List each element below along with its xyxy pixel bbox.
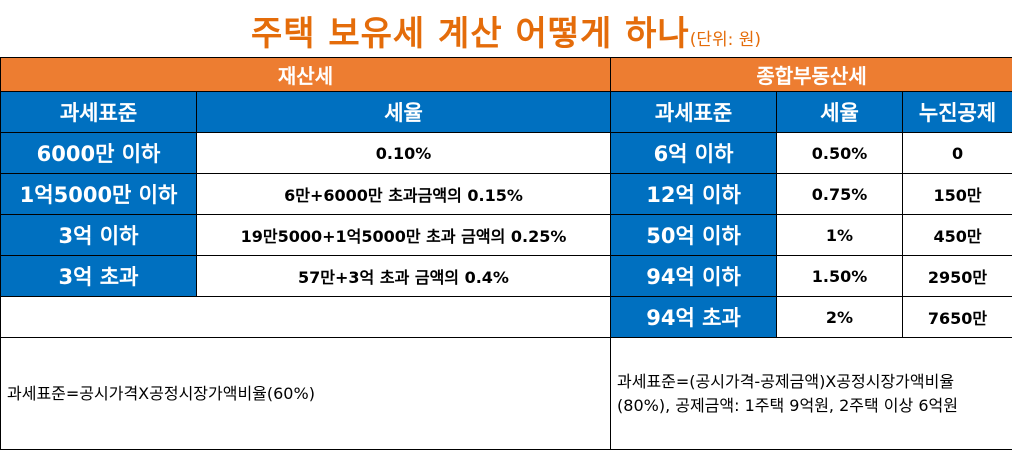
property-base-cell: 6000만 이하 xyxy=(1,133,197,174)
comprehensive-base-cell: 94억 이하 xyxy=(611,256,777,297)
comprehensive-tax-header: 종합부동산세 xyxy=(611,58,1012,92)
comprehensive-rate-cell: 2% xyxy=(777,297,903,338)
property-tax-note: 과세표준=공시가격X공정시장가액비율(60%) xyxy=(1,338,611,450)
comprehensive-rate-cell: 1.50% xyxy=(777,256,903,297)
property-base-cell: 3억 초과 xyxy=(1,256,197,297)
table-row: 94억 초과 2% 7650만 xyxy=(1,297,1012,338)
table-row: 3억 초과 57만+3억 초과 금액의 0.4% 94억 이하 1.50% 29… xyxy=(1,256,1012,297)
property-tax-header: 재산세 xyxy=(1,58,611,92)
comprehensive-deduction-cell: 150만 xyxy=(903,174,1012,215)
comprehensive-rate-cell: 0.50% xyxy=(777,133,903,174)
table-row: 6000만 이하 0.10% 6억 이하 0.50% 0 xyxy=(1,133,1012,174)
comprehensive-tax-note: 과세표준=(공시가격-공제금액)X공정시장가액비율(80%), 공제금액: 1주… xyxy=(611,338,1012,450)
comprehensive-rate-cell: 0.75% xyxy=(777,174,903,215)
comprehensive-col-deduction: 누진공제 xyxy=(903,92,1012,133)
table-row: 3억 이하 19만5000+1억5000만 초과 금액의 0.25% 50억 이… xyxy=(1,215,1012,256)
comprehensive-deduction-cell: 0 xyxy=(903,133,1012,174)
comprehensive-col-base: 과세표준 xyxy=(611,92,777,133)
comprehensive-deduction-cell: 2950만 xyxy=(903,256,1012,297)
comprehensive-rate-cell: 1% xyxy=(777,215,903,256)
property-rate-cell: 57만+3억 초과 금액의 0.4% xyxy=(197,256,611,297)
property-col-rate: 세율 xyxy=(197,92,611,133)
property-base-cell: 3억 이하 xyxy=(1,215,197,256)
empty-cell xyxy=(1,297,611,338)
property-base-cell: 1억5000만 이하 xyxy=(1,174,197,215)
comprehensive-col-rate: 세율 xyxy=(777,92,903,133)
comprehensive-base-cell: 6억 이하 xyxy=(611,133,777,174)
comprehensive-deduction-cell: 450만 xyxy=(903,215,1012,256)
title-row: 주택 보유세 계산 어떻게 하나(단위: 원) xyxy=(0,0,1012,57)
page-title: 주택 보유세 계산 어떻게 하나(단위: 원) xyxy=(251,6,761,55)
property-rate-cell: 6만+6000만 초과금액의 0.15% xyxy=(197,174,611,215)
title-unit: (단위: 원) xyxy=(690,30,761,50)
tax-table: 재산세 종합부동산세 과세표준 세율 과세표준 세율 누진공제 6000만 이하… xyxy=(0,57,1012,450)
comprehensive-base-cell: 12억 이하 xyxy=(611,174,777,215)
comprehensive-deduction-cell: 7650만 xyxy=(903,297,1012,338)
title-main: 주택 보유세 계산 어떻게 하나 xyxy=(251,14,690,54)
property-rate-cell: 19만5000+1억5000만 초과 금액의 0.25% xyxy=(197,215,611,256)
property-col-base: 과세표준 xyxy=(1,92,197,133)
comprehensive-base-cell: 50억 이하 xyxy=(611,215,777,256)
property-rate-cell: 0.10% xyxy=(197,133,611,174)
comprehensive-base-cell: 94억 초과 xyxy=(611,297,777,338)
table-row: 1억5000만 이하 6만+6000만 초과금액의 0.15% 12억 이하 0… xyxy=(1,174,1012,215)
